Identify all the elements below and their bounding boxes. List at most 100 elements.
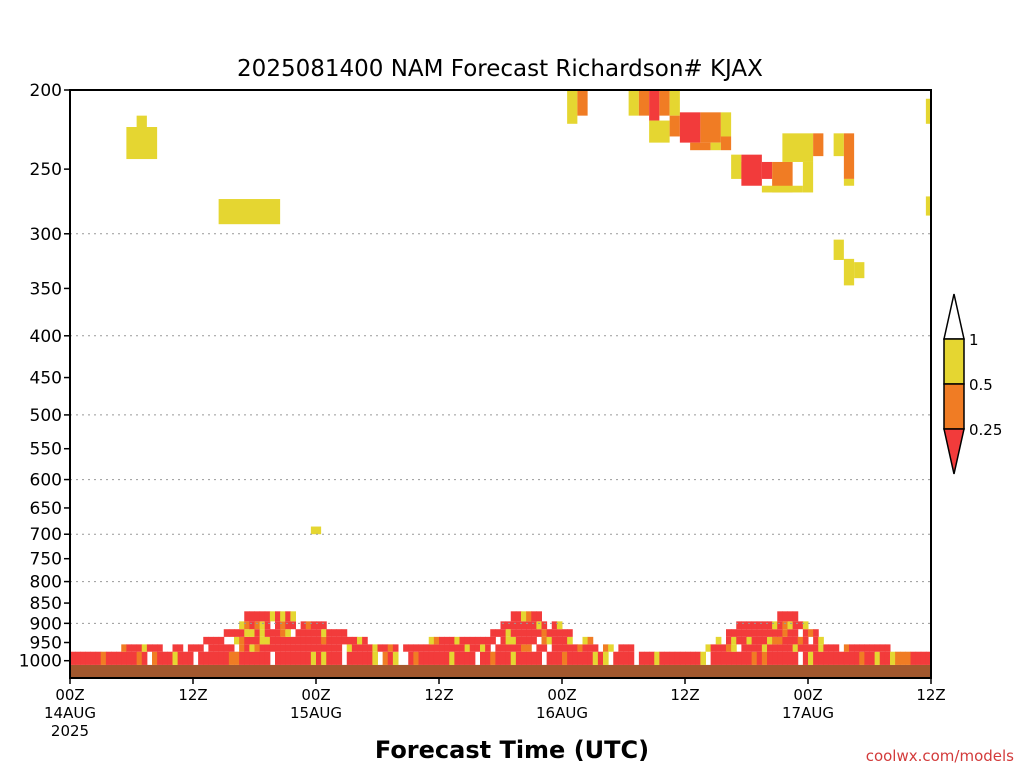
ri-cell: [777, 621, 783, 630]
ri-cell: [505, 636, 512, 645]
ri-cell: [756, 651, 763, 665]
ri-cell: [162, 651, 168, 665]
ri-cell: [777, 611, 783, 622]
ri-cell: [767, 644, 773, 652]
ri-cell: [521, 621, 527, 630]
ri-cell: [638, 90, 650, 116]
legend-label: 0.25: [969, 421, 1002, 439]
ri-cell: [254, 629, 261, 637]
ri-cell: [392, 651, 399, 665]
ri-cell: [500, 651, 507, 665]
ri-cell: [285, 611, 291, 622]
ri-cell: [234, 636, 240, 645]
ri-cell: [551, 651, 558, 665]
ri-cell: [275, 651, 281, 665]
plot-frame: [69, 89, 932, 679]
ri-cell: [690, 142, 711, 151]
ri-cell: [459, 636, 466, 645]
ri-cell: [357, 636, 363, 645]
ri-cell: [818, 644, 824, 652]
ri-cell: [772, 629, 778, 637]
ri-cell: [228, 629, 235, 637]
ri-cell: [818, 636, 824, 645]
ri-cell: [413, 651, 419, 665]
ri-cell: [792, 651, 799, 665]
ri-cell: [808, 644, 814, 652]
ri-cell: [136, 644, 143, 652]
ri-cell: [264, 629, 271, 637]
y-tick-label: 900: [30, 614, 62, 634]
ri-cell: [705, 644, 712, 652]
ri-cell: [254, 644, 261, 652]
ri-cell: [526, 651, 532, 665]
ri-cell: [177, 644, 184, 652]
ri-cell: [490, 651, 496, 665]
ri-cell: [777, 644, 783, 652]
ri-cell: [536, 611, 542, 622]
ri-cell: [685, 651, 691, 665]
ri-cell: [249, 611, 255, 622]
ri-cell: [505, 629, 512, 637]
ri-cell: [531, 621, 537, 630]
ri-cell: [490, 629, 496, 637]
ri-cell: [720, 651, 727, 665]
ri-cell: [500, 621, 507, 630]
ri-cell: [239, 636, 245, 645]
ri-cell: [100, 651, 107, 665]
ri-cell: [910, 651, 917, 665]
ri-cell: [838, 651, 845, 665]
ri-cell: [772, 651, 778, 665]
y-tick-label: 600: [30, 471, 62, 491]
ri-cell: [480, 644, 486, 652]
ri-cell: [500, 629, 507, 637]
ri-cell: [321, 651, 327, 665]
ri-cell: [674, 651, 681, 665]
ri-cell: [126, 651, 132, 665]
ri-cell: [305, 621, 312, 630]
ri-cell: [310, 621, 317, 630]
ri-cell: [259, 651, 266, 665]
ri-cell: [715, 636, 722, 645]
ri-cell: [597, 651, 604, 665]
ri-cell: [664, 651, 671, 665]
ri-cell: [782, 644, 788, 652]
ri-cell: [915, 651, 922, 665]
ri-cell: [316, 651, 322, 665]
y-tick-label: 200: [30, 81, 62, 101]
ri-cell: [767, 636, 773, 645]
ri-cell: [925, 98, 931, 124]
ri-cell: [761, 161, 773, 179]
ri-cell: [321, 621, 327, 630]
x-axis-label: Forecast Time (UTC): [375, 736, 649, 764]
ri-cell: [249, 629, 255, 637]
ri-cell: [249, 644, 255, 652]
ri-cell: [367, 644, 373, 652]
ri-cell: [126, 644, 132, 652]
ri-cell: [521, 611, 527, 622]
ri-cell: [556, 636, 563, 645]
legend-cap-bottom: [943, 428, 965, 475]
ri-cell: [121, 651, 127, 665]
ri-cell: [613, 651, 619, 665]
ri-cell: [869, 644, 876, 652]
ri-cell: [213, 636, 220, 645]
ri-cell: [428, 644, 435, 652]
y-tick-label: 750: [30, 550, 62, 570]
ri-cell: [136, 651, 143, 665]
ri-cell: [295, 629, 302, 637]
ri-cell: [526, 611, 532, 622]
ri-cell: [295, 636, 302, 645]
y-tick-label: 1000: [19, 652, 62, 672]
ri-cell: [449, 636, 455, 645]
ri-cell: [264, 644, 271, 652]
ri-cell: [905, 651, 911, 665]
ri-cell: [326, 651, 332, 665]
ri-cell: [490, 636, 496, 645]
ri-cell: [454, 636, 460, 645]
x-tick-label: 14AUG: [44, 704, 96, 722]
ri-cell: [751, 621, 758, 630]
ri-cell: [305, 644, 312, 652]
ri-cell: [556, 651, 563, 665]
ri-cell: [280, 636, 286, 645]
